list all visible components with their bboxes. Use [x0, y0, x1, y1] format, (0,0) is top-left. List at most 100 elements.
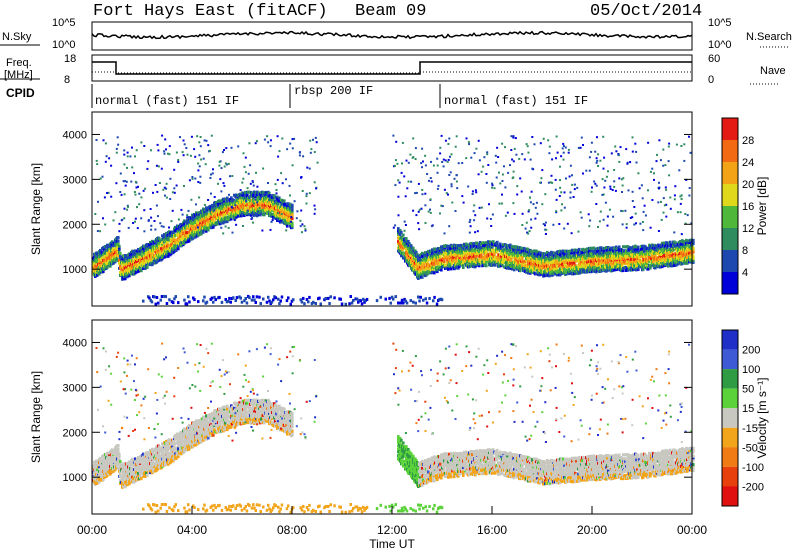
power-cell	[205, 206, 208, 210]
power-cell	[436, 171, 439, 174]
power-cell	[276, 135, 279, 138]
power-cell	[215, 217, 218, 221]
power-cell	[614, 189, 617, 192]
power-cell	[263, 191, 266, 194]
power-cell	[291, 224, 294, 228]
power-cell	[122, 260, 125, 264]
power-cell	[222, 182, 225, 185]
power-cell	[403, 251, 406, 255]
power-cell	[654, 253, 657, 257]
power-cell	[273, 202, 276, 206]
power-cell	[649, 266, 652, 270]
power-cell	[408, 242, 411, 246]
power-cell	[126, 275, 129, 279]
power-cell	[512, 253, 515, 257]
power-cell	[158, 182, 161, 184]
power-cell	[680, 145, 683, 147]
power-cell	[174, 244, 177, 248]
power-cell	[547, 181, 550, 184]
power-cell	[94, 213, 97, 215]
power-cell	[198, 211, 201, 215]
power-cell	[543, 254, 546, 258]
power-cell	[104, 160, 107, 163]
power-cell	[615, 254, 618, 258]
power-cell	[142, 266, 145, 270]
power-cell	[397, 240, 400, 244]
power-cell	[210, 192, 212, 195]
power-cell	[171, 209, 174, 212]
power-cell	[465, 157, 468, 160]
power-cell	[253, 202, 255, 205]
power-cell	[668, 261, 671, 265]
power-cell	[671, 251, 674, 255]
power-cell	[575, 265, 578, 269]
power-cell	[397, 195, 400, 198]
power-cell	[569, 253, 572, 257]
power-cell	[116, 256, 119, 260]
power-cell	[597, 153, 600, 156]
power-cell	[127, 263, 130, 267]
power-cell	[149, 240, 152, 244]
power-cell	[620, 209, 623, 212]
power-cell	[635, 247, 638, 251]
power-cell	[611, 189, 614, 191]
power-cell	[536, 212, 539, 215]
power-cell	[281, 206, 284, 210]
power-cell	[199, 181, 202, 184]
power-cell	[180, 243, 183, 247]
power-cell	[423, 254, 426, 258]
power-cell	[249, 199, 252, 203]
power-cell	[109, 259, 112, 263]
power-cell	[500, 202, 503, 205]
power-cell	[117, 143, 120, 146]
power-cell	[161, 234, 164, 238]
power-cell	[273, 194, 276, 198]
power-cell	[301, 231, 303, 234]
power-cell	[541, 169, 544, 172]
power-cell	[595, 270, 598, 274]
power-cell	[110, 195, 113, 198]
power-cell	[453, 177, 456, 180]
power-cell	[252, 197, 255, 201]
power-cell	[422, 160, 424, 163]
power-cell	[664, 164, 667, 167]
power-cell	[129, 253, 132, 257]
power-cell	[524, 262, 527, 266]
power-cell	[476, 230, 479, 233]
power-cell	[153, 259, 156, 263]
power-cell	[443, 232, 446, 235]
power-cell	[648, 248, 651, 252]
power-cell	[630, 257, 633, 261]
power-cell	[521, 224, 524, 226]
power-cell	[130, 269, 133, 273]
power-cell	[424, 222, 427, 224]
power-cell	[436, 164, 439, 167]
power-cell	[122, 269, 125, 273]
power-cell	[261, 229, 264, 232]
freq-tick-bottom: 8	[64, 74, 70, 86]
power-cell	[220, 190, 223, 193]
power-cell	[506, 246, 509, 250]
power-cell	[313, 181, 316, 184]
power-cell	[661, 257, 664, 261]
power-cell	[562, 249, 565, 253]
power-cell	[660, 218, 663, 221]
power-cell	[139, 251, 142, 255]
power-cell	[573, 261, 576, 265]
power-cell	[145, 263, 148, 267]
power-cell	[312, 138, 314, 141]
power-cell	[491, 186, 494, 189]
power-cell	[167, 238, 170, 242]
power-cell	[507, 258, 510, 262]
power-cell	[117, 242, 120, 246]
power-cell	[224, 218, 227, 221]
power-cell	[671, 264, 674, 268]
power-cell	[531, 250, 534, 254]
power-cell	[401, 254, 404, 258]
power-cell	[527, 262, 530, 266]
power-cell	[234, 204, 237, 207]
power-cell	[494, 263, 497, 267]
power-cell	[658, 263, 661, 267]
power-cell	[501, 193, 503, 196]
power-cell	[275, 209, 278, 213]
